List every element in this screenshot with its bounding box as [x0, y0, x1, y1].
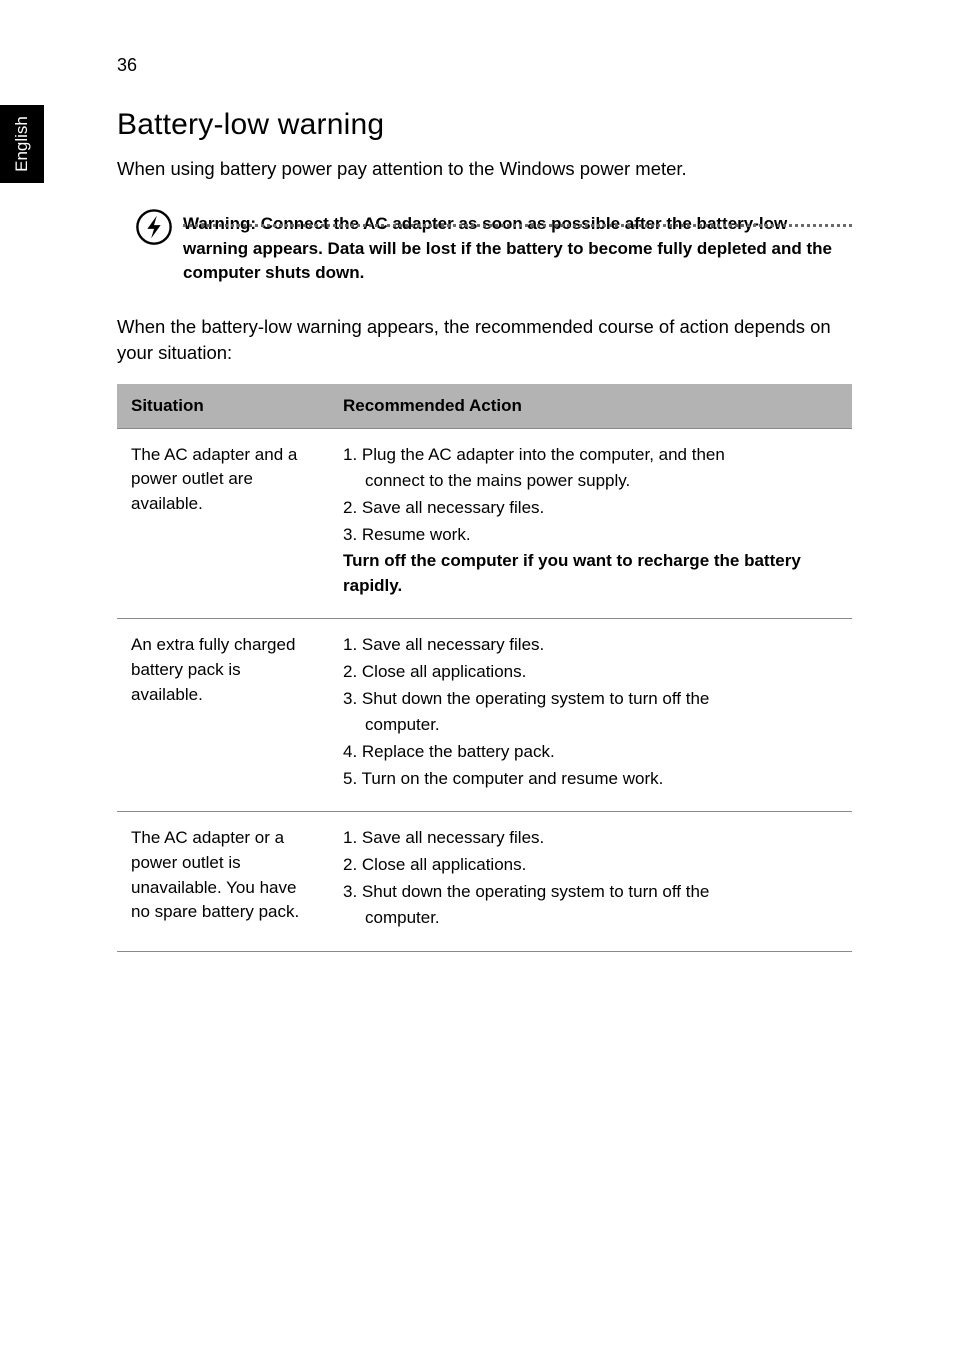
action-line: 3. Shut down the operating system to tur… — [343, 687, 838, 712]
action-line: computer. — [343, 906, 838, 931]
intro-paragraph: When using battery power pay attention t… — [117, 156, 852, 182]
action-line: 1. Save all necessary files. — [343, 633, 838, 658]
page-content: Battery-low warning When using battery p… — [117, 108, 852, 952]
col-header-situation: Situation — [117, 384, 329, 429]
language-tab: English — [0, 105, 44, 183]
divider-dotted — [183, 224, 852, 227]
section-heading: Battery-low warning — [117, 108, 852, 142]
action-line: connect to the mains power supply. — [343, 469, 838, 494]
action-line: 5. Turn on the computer and resume work. — [343, 767, 838, 792]
lightning-icon — [135, 208, 173, 246]
table-row: An extra fully charged battery pack is a… — [117, 619, 852, 812]
table-row: The AC adapter and a power outlet are av… — [117, 428, 852, 619]
action-line: 2. Close all applications. — [343, 853, 838, 878]
situation-table: Situation Recommended Action The AC adap… — [117, 384, 852, 952]
intro2-paragraph: When the battery-low warning appears, th… — [117, 314, 852, 366]
table-row: The AC adapter or a power outlet is unav… — [117, 812, 852, 952]
action-line: 1. Plug the AC adapter into the computer… — [343, 443, 838, 468]
page-number: 36 — [117, 55, 137, 76]
action-cell: 1. Save all necessary files.2. Close all… — [329, 812, 852, 952]
action-line: computer. — [343, 713, 838, 738]
col-header-action: Recommended Action — [329, 384, 852, 429]
action-cell: 1. Save all necessary files.2. Close all… — [329, 619, 852, 812]
action-line: 3. Resume work. — [343, 523, 838, 548]
action-cell: 1. Plug the AC adapter into the computer… — [329, 428, 852, 619]
action-line: 1. Save all necessary files. — [343, 826, 838, 851]
situation-cell: An extra fully charged battery pack is a… — [117, 619, 329, 812]
action-line: 2. Close all applications. — [343, 660, 838, 685]
situation-cell: The AC adapter and a power outlet are av… — [117, 428, 329, 619]
action-line: 2. Save all necessary files. — [343, 496, 838, 521]
table-header-row: Situation Recommended Action — [117, 384, 852, 429]
language-tab-text: English — [12, 116, 32, 172]
action-line: 4. Replace the battery pack. — [343, 740, 838, 765]
warning-block: Warning: Connect the AC adapter as soon … — [117, 212, 852, 286]
action-line: Turn off the computer if you want to rec… — [343, 549, 838, 598]
action-line: 3. Shut down the operating system to tur… — [343, 880, 838, 905]
situation-cell: The AC adapter or a power outlet is unav… — [117, 812, 329, 952]
